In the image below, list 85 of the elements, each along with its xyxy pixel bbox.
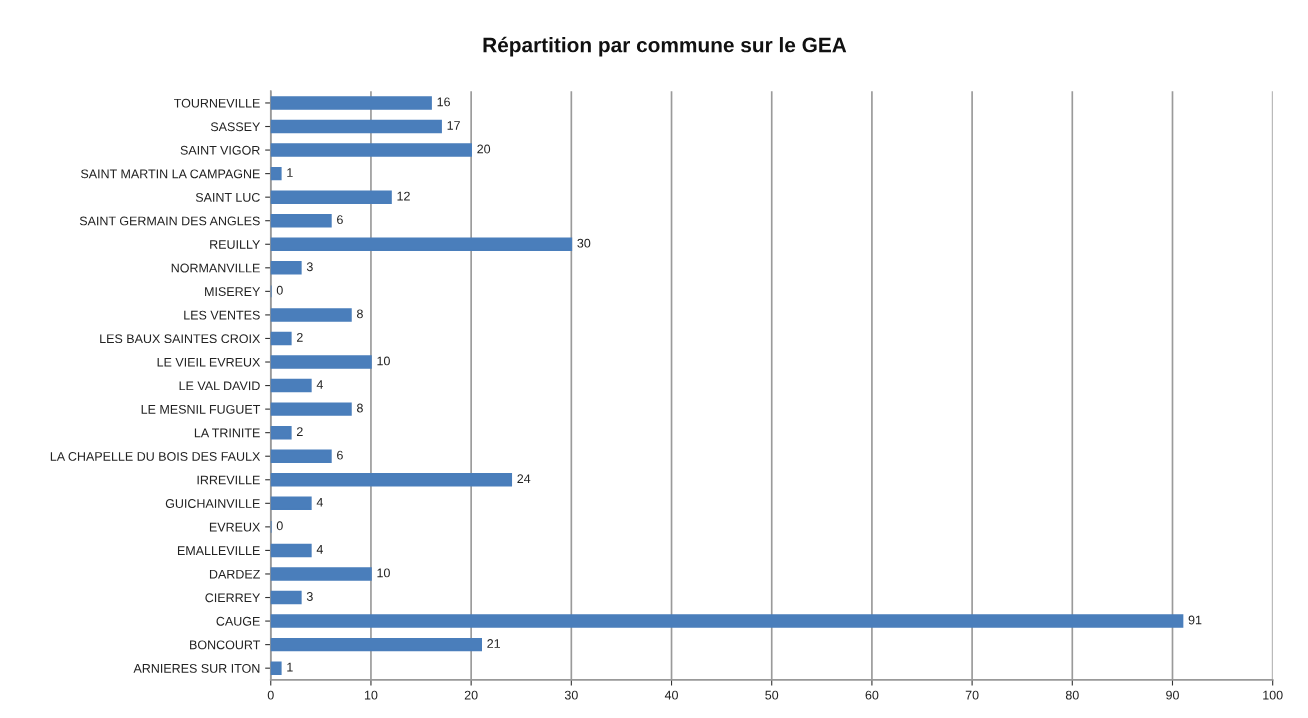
x-tick-label: 100 [1263,690,1283,700]
y-tick-label: DARDEZ [209,569,260,579]
x-tick-label: 80 [1065,690,1079,700]
y-tick-label: IRREVILLE [197,475,260,485]
bar [270,308,352,322]
x-tick-label: 40 [664,690,678,700]
y-tick-label: SAINT LUC [195,192,260,202]
bar [270,567,372,581]
x-tick-label: 0 [267,690,274,700]
data-label: 3 [306,262,313,272]
y-tick-label: REUILLY [210,240,261,249]
x-tick-label: 60 [865,690,879,700]
y-tick-label: TOURNEVILLE [174,98,260,108]
data-label: 10 [377,356,390,366]
data-label: 4 [316,545,323,554]
x-tick-label: 90 [1166,690,1179,700]
bar [270,355,372,369]
bar [270,590,302,605]
bar [270,378,312,393]
bar [270,166,282,181]
bar [270,425,292,440]
data-label: 2 [296,427,303,436]
data-label: 17 [447,121,460,130]
y-tick-label: LE VIEIL EVREUX [157,357,261,367]
bar [270,331,292,346]
bar [270,237,573,251]
y-tick-label: CIERREY [205,593,261,603]
data-label: 8 [357,309,363,319]
y-tick-label: LES VENTES [184,310,260,320]
bar [270,496,312,511]
x-tick-label: 70 [965,690,979,700]
data-label: 1 [287,168,293,177]
data-label: 3 [306,592,313,601]
bar [270,261,302,275]
y-tick-label: LA TRINITE [194,428,260,438]
y-tick-label: MISEREY [205,287,261,297]
y-tick-label: GUICHAINVILLE [165,499,260,508]
data-label: 8 [357,403,363,413]
data-label: 0 [276,521,283,531]
y-tick-label: SAINT MARTIN LA CAMPAGNE [80,169,260,179]
y-tick-label: EVREUX [209,522,261,532]
data-label: 20 [477,144,491,154]
y-tick-label: LE MESNIL FUGUET [141,404,261,414]
bar [270,614,1184,628]
data-label: 4 [316,380,323,389]
y-tick-label: SAINT VIGOR [180,145,260,155]
data-label: 30 [577,238,591,248]
y-tick-label: LE VAL DAVID [179,381,260,391]
y-tick-label: ARNIERES SUR ITON [133,663,260,673]
data-label: 91 [1188,615,1202,625]
bar [270,143,472,157]
x-tick-label: 20 [464,690,478,700]
y-tick-label: SASSEY [210,122,261,132]
y-tick-label: EMALLEVILLE [177,546,260,555]
y-tick-label: CAUGE [216,616,260,626]
chart-title: Répartition par commune sur le GEA [483,36,847,57]
data-label: 6 [337,215,343,225]
bar [270,637,482,652]
y-tick-label: BONCOURT [190,640,261,650]
data-label: 10 [377,568,390,578]
x-tick-label: 10 [364,690,378,700]
data-label: 0 [276,285,283,295]
y-tick-label: SAINT GERMAIN DES ANGLES [79,216,260,226]
bar [270,119,442,134]
data-label: 21 [487,639,501,648]
data-label: 16 [437,97,450,107]
data-label: 12 [397,191,410,201]
bar [270,402,352,416]
data-label: 2 [296,332,303,342]
bar [270,96,432,110]
data-label: 24 [517,474,531,483]
bar [270,213,332,228]
bar [270,190,392,204]
x-tick-label: 50 [765,690,779,700]
data-label: 1 [287,662,293,672]
bar [270,449,332,463]
x-tick-label: 30 [564,690,578,700]
bar [270,473,513,487]
y-tick-label: LA CHAPELLE DU BOIS DES FAULX [50,452,261,461]
y-tick-label: NORMANVILLE [171,263,260,273]
data-label: 6 [337,450,343,460]
bar [270,661,282,675]
y-tick-label: LES BAUX SAINTES CROIX [100,334,261,344]
data-label: 4 [316,497,323,507]
bar [270,543,312,558]
